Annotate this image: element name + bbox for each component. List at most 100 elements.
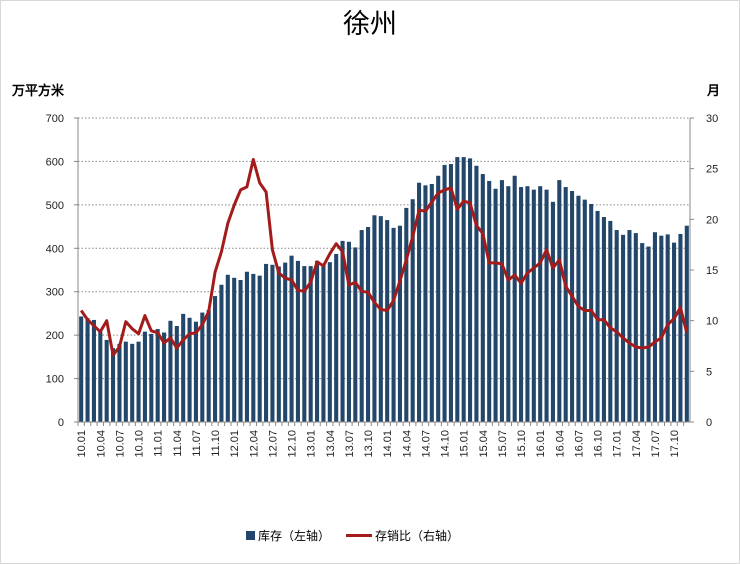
inventory-bar [531, 189, 536, 422]
inventory-bar [506, 186, 511, 422]
x-tick-label: 10.01 [76, 430, 88, 458]
inventory-bar [295, 260, 300, 422]
inventory-bar [168, 320, 173, 422]
inventory-bar [353, 247, 358, 422]
x-tick-label: 16.07 [573, 430, 585, 458]
inventory-bar [570, 190, 575, 422]
inventory-bar [544, 189, 549, 422]
inventory-bar [621, 234, 626, 422]
x-tick-label: 13.10 [363, 430, 375, 458]
left-tick-label: 300 [46, 287, 64, 299]
inventory-bar [366, 227, 371, 422]
inventory-bar [525, 186, 530, 422]
x-tick-label: 10.10 [134, 430, 146, 458]
inventory-bar [461, 157, 466, 423]
inventory-bar [372, 215, 377, 422]
right-axis-ticks: 0 5 10 15 20 25 30 [706, 113, 718, 429]
inventory-bar [346, 241, 351, 422]
inventory-bar [340, 240, 345, 422]
inventory-bar [512, 175, 517, 422]
inventory-bar [98, 331, 103, 422]
inventory-bar [200, 312, 205, 422]
inventory-bar [123, 341, 128, 422]
x-tick-label: 14.07 [420, 430, 432, 458]
inventory-bar [397, 225, 402, 422]
x-tick-label: 15.10 [516, 430, 528, 458]
inventory-bar [232, 277, 237, 422]
inventory-bar [474, 165, 479, 422]
left-tick-label: 400 [46, 243, 64, 255]
inventory-bar [627, 230, 632, 422]
inventory-bar [238, 279, 243, 422]
x-tick-label: 17.10 [669, 430, 681, 458]
inventory-bar [614, 230, 619, 422]
x-tick-label: 10.04 [95, 430, 107, 458]
left-tick-label: 200 [46, 330, 64, 342]
inventory-bar [174, 326, 179, 422]
inventory-bar [417, 182, 422, 422]
inventory-bar [563, 187, 568, 422]
right-tick-label: 10 [706, 316, 718, 328]
inventory-bar [206, 309, 211, 422]
inventory-bar [633, 233, 638, 422]
inventory-bar [193, 321, 198, 422]
x-tick-label: 11.01 [153, 430, 165, 457]
axes [74, 117, 694, 426]
inventory-bar [289, 255, 294, 422]
inventory-bar [665, 234, 670, 422]
right-tick-label: 25 [706, 164, 718, 176]
inventory-bar [493, 188, 498, 422]
inventory-bar [640, 243, 645, 422]
legend-bar-swatch [246, 531, 255, 540]
inventory-bar [79, 316, 84, 422]
inventory-bar [672, 242, 677, 422]
left-tick-label: 600 [46, 156, 64, 168]
x-tick-label: 15.04 [478, 430, 490, 458]
inventory-bar [429, 184, 434, 422]
inventory-bar [550, 201, 555, 422]
x-tick-label: 12.04 [248, 430, 260, 458]
x-tick-label: 16.04 [554, 430, 566, 458]
x-tick-label: 17.01 [612, 430, 624, 458]
inventory-bar [91, 319, 96, 422]
right-axis-label: 月 [706, 84, 720, 99]
x-tick-label: 14.01 [382, 430, 394, 458]
inventory-bar [130, 343, 135, 422]
inventory-bar [557, 180, 562, 422]
inventory-bar [308, 266, 313, 422]
inventory-bar [225, 274, 230, 422]
right-tick-label: 5 [706, 366, 712, 378]
x-tick-label: 12.01 [229, 430, 241, 458]
inventory-bar [136, 341, 141, 422]
left-tick-label: 700 [46, 113, 64, 125]
inventory-bar [468, 158, 473, 423]
inventory-bar [315, 260, 320, 422]
legend-inventory-label: 库存（左轴） [258, 528, 330, 543]
inventory-bar [149, 333, 154, 422]
legend: 库存（左轴） 存销比（右轴） [246, 528, 459, 543]
x-tick-label: 16.01 [535, 430, 547, 458]
left-tick-label: 500 [46, 200, 64, 212]
inventory-bar [302, 266, 307, 422]
inventory-bar [187, 317, 192, 422]
inventory-bar [181, 313, 186, 422]
inventory-bar [608, 220, 613, 422]
right-tick-label: 15 [706, 265, 718, 277]
inventory-bar [104, 339, 109, 422]
inventory-bar [595, 210, 600, 422]
gridlines [78, 117, 690, 380]
inventory-bar [213, 296, 218, 422]
inventory-bar [646, 246, 651, 422]
inventory-bar [378, 216, 383, 422]
inventory-bar [111, 348, 116, 422]
inventory-bar [155, 329, 160, 422]
right-tick-label: 30 [706, 113, 718, 125]
inventory-bar [448, 164, 453, 422]
inventory-bar [264, 263, 269, 422]
right-tick-label: 0 [706, 417, 712, 429]
inventory-bar [659, 235, 664, 422]
x-tick-label: 11.10 [210, 430, 222, 457]
inventory-bar [391, 227, 396, 422]
inventory-bar [359, 230, 364, 422]
x-tick-label: 13.04 [325, 430, 337, 458]
